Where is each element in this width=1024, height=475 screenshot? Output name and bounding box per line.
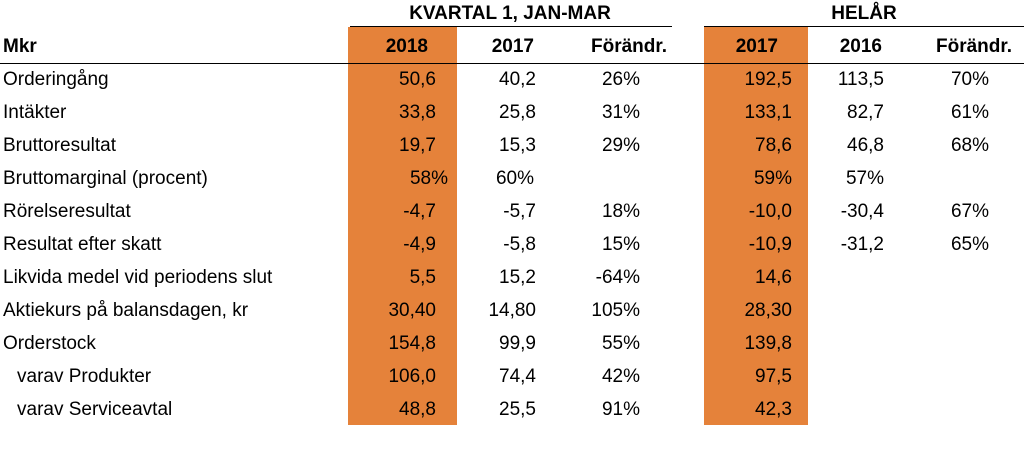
table-row: varav Produkter 106,0 74,4 42% 97,5 xyxy=(0,360,1024,393)
cell-y2016: -30,4 xyxy=(840,201,884,222)
cell-q2017: 15,2 xyxy=(499,267,536,288)
cell-y2017: 78,6 xyxy=(755,135,792,156)
group-underline-year xyxy=(704,26,1024,27)
cell-q2017: 99,9 xyxy=(499,333,536,354)
cell-y-change: 68% xyxy=(950,135,989,156)
cell-q2018: 33,8 xyxy=(399,102,436,123)
cell-q-change: 31% xyxy=(601,102,640,123)
cell-y-change: 70% xyxy=(950,69,989,90)
cell-y2016: 113,5 xyxy=(837,69,884,90)
table-row: Rörelseresultat -4,7 -5,7 18% -10,0 -30,… xyxy=(0,195,1024,228)
cell-y2017: 139,8 xyxy=(744,333,792,354)
cell-q2018: -4,9 xyxy=(403,234,436,255)
cell-y2017: -10,9 xyxy=(748,234,792,255)
cell-q2017: 60% xyxy=(495,168,534,189)
cell-q2017: 40,2 xyxy=(499,69,536,90)
cell-y2017: 59% xyxy=(753,168,792,189)
table-row: Resultat efter skatt -4,9 -5,8 15% -10,9… xyxy=(0,228,1024,261)
row-label: Bruttomarginal (procent) xyxy=(3,168,208,189)
group-underline-quarter xyxy=(350,26,672,27)
cell-q2017: 15,3 xyxy=(499,135,536,156)
cell-y-change: 61% xyxy=(950,102,989,123)
cell-y2016: 46,8 xyxy=(847,135,884,156)
cell-y2017: 133,1 xyxy=(744,102,792,123)
row-label: Likvida medel vid periodens slut xyxy=(3,267,273,288)
cell-q2018: -4,7 xyxy=(403,201,436,222)
cell-y2017: -10,0 xyxy=(748,201,792,222)
cell-y2016: 57% xyxy=(845,168,884,189)
cell-q2018: 48,8 xyxy=(399,399,436,420)
cell-q2018: 19,7 xyxy=(399,135,436,156)
row-label: Resultat efter skatt xyxy=(3,234,162,255)
cell-q2017: -5,8 xyxy=(503,234,536,255)
cell-y2017: 14,6 xyxy=(755,267,792,288)
row-label: varav Serviceavtal xyxy=(17,399,173,420)
cell-y-change: 67% xyxy=(950,201,989,222)
cell-q-change: -64% xyxy=(595,267,640,288)
cell-q-change: 26% xyxy=(601,69,640,90)
cell-q-change: 15% xyxy=(601,234,640,255)
table-row: Likvida medel vid periodens slut 5,5 15,… xyxy=(0,261,1024,294)
highlight-column-q2018 xyxy=(348,27,457,425)
cell-q2018: 154,8 xyxy=(388,333,436,354)
cell-y2017: 28,30 xyxy=(744,300,792,321)
cell-y-change: 65% xyxy=(950,234,989,255)
cell-q-change: 91% xyxy=(601,399,640,420)
cell-q2018: 5,5 xyxy=(409,267,436,288)
row-label: Aktiekurs på balansdagen, kr xyxy=(3,300,249,321)
cell-y2017: 97,5 xyxy=(755,366,792,387)
cell-y2016: -31,2 xyxy=(840,234,884,255)
header-underline xyxy=(0,63,1024,64)
table-row: Aktiekurs på balansdagen, kr 30,40 14,80… xyxy=(0,294,1024,327)
column-header-y2016: 2016 xyxy=(839,36,882,57)
table-row: Orderingång 50,6 40,2 26% 192,5 113,5 70… xyxy=(0,63,1024,96)
column-header-q2018: 2018 xyxy=(385,36,428,57)
table-row: Bruttomarginal (procent) 58% 60% 59% 57% xyxy=(0,162,1024,195)
table-row: Bruttoresultat 19,7 15,3 29% 78,6 46,8 6… xyxy=(0,129,1024,162)
cell-q2018: 58% xyxy=(409,168,448,189)
cell-q2017: 74,4 xyxy=(499,366,536,387)
row-label: Intäkter xyxy=(3,102,67,123)
table-row: Orderstock 154,8 99,9 55% 139,8 xyxy=(0,327,1024,360)
cell-q-change: 55% xyxy=(601,333,640,354)
cell-y2017: 42,3 xyxy=(755,399,792,420)
cell-q-change: 29% xyxy=(601,135,640,156)
row-label: Orderingång xyxy=(3,69,109,90)
group-header-quarter: KVARTAL 1, JAN-MAR xyxy=(409,3,611,24)
cell-q2017: 25,8 xyxy=(499,102,536,123)
table-row: Intäkter 33,8 25,8 31% 133,1 82,7 61% xyxy=(0,96,1024,129)
row-label: varav Produkter xyxy=(17,366,152,387)
cell-q-change: 18% xyxy=(601,201,640,222)
column-header-q-change: Förändr. xyxy=(590,36,667,57)
cell-q2018: 30,40 xyxy=(388,300,436,321)
column-header-y2017: 2017 xyxy=(735,36,778,57)
column-header-row: Mkr 2018 2017 Förändr. 2017 2016 Förändr… xyxy=(0,30,1024,63)
highlight-column-y2017 xyxy=(704,27,808,425)
column-header-label: Mkr xyxy=(3,36,37,57)
cell-q2018: 50,6 xyxy=(399,69,436,90)
cell-q2017: 25,5 xyxy=(499,399,536,420)
cell-y2016: 82,7 xyxy=(847,102,884,123)
cell-q-change: 105% xyxy=(591,300,640,321)
cell-q-change: 42% xyxy=(601,366,640,387)
column-header-q2017: 2017 xyxy=(491,36,534,57)
group-header-year: HELÅR xyxy=(831,3,897,24)
column-header-y-change: Förändr. xyxy=(935,36,1012,57)
row-label: Bruttoresultat xyxy=(3,135,116,156)
table-row: varav Serviceavtal 48,8 25,5 91% 42,3 xyxy=(0,393,1024,426)
row-label: Rörelseresultat xyxy=(3,201,131,222)
cell-y2017: 192,5 xyxy=(744,69,792,90)
cell-q2017: -5,7 xyxy=(503,201,536,222)
cell-q2018: 106,0 xyxy=(388,366,436,387)
row-label: Orderstock xyxy=(3,333,96,354)
cell-q2017: 14,80 xyxy=(488,300,536,321)
